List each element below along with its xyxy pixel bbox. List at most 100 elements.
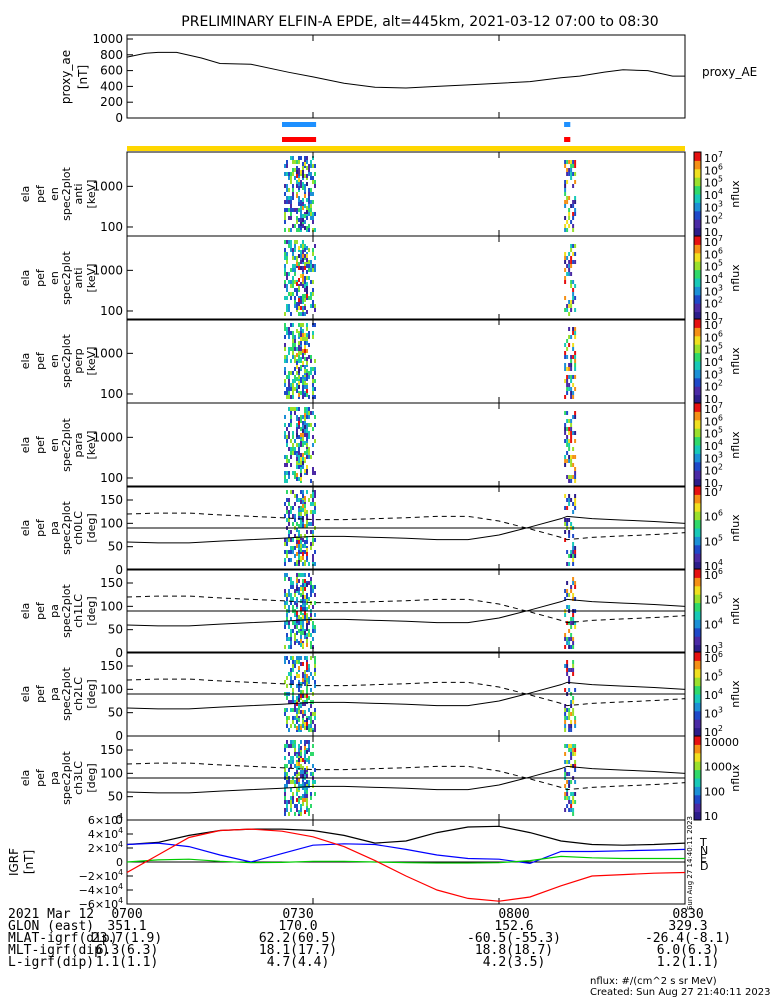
anti-loss-cone-line (126, 762, 686, 791)
spec-pixel (284, 383, 286, 387)
spec-pixel (314, 184, 316, 188)
spec-pixel (570, 804, 573, 808)
spec-pixel (570, 387, 573, 391)
spec-pixel (296, 353, 298, 357)
orbit-row-value: -26.4(-8.1) (644, 931, 732, 946)
spec-pixel (570, 792, 573, 796)
spec-pixel (574, 363, 577, 367)
spec-pixel (284, 605, 286, 609)
colorbar-label: nflux (729, 764, 742, 792)
spec-pixel (290, 645, 292, 649)
spec-pixel (284, 768, 286, 772)
spec-pixel (286, 184, 288, 188)
spec-pixel (290, 156, 292, 160)
spec-pixel (300, 625, 302, 629)
spec-pixel (568, 744, 571, 748)
spec-pixel (312, 712, 314, 716)
spec-pixel (566, 347, 569, 351)
units-note: nflux: #/(cm^2 s sr MeV) (590, 976, 717, 987)
spec-pixel (288, 347, 290, 351)
spec-pixel (286, 676, 288, 680)
spec-pixel (296, 407, 298, 411)
colorbar-tick-label: 107 (704, 150, 723, 165)
spec-pixel (314, 625, 316, 629)
spec-pixel (284, 248, 286, 252)
spec-pixel (314, 308, 316, 312)
spec-pixel (566, 760, 569, 764)
spec-pixel (564, 296, 567, 300)
spec-pixel (286, 716, 288, 720)
spec-pixel (298, 298, 300, 302)
spec-pixel (314, 668, 316, 672)
spec-pixel (294, 534, 296, 538)
spec-pixel (574, 502, 577, 506)
spec-pixel (306, 373, 308, 377)
spec-pixel (568, 363, 571, 367)
spec-pixel (302, 490, 304, 494)
colorbar-label: nflux (729, 264, 742, 292)
ae-ytick-label: 0 (115, 111, 123, 125)
spec-pixel (298, 752, 300, 756)
spec-pixel (306, 469, 308, 473)
spec-pixel (314, 439, 316, 443)
spec-pixel (572, 164, 575, 168)
spec-pixel (306, 425, 308, 429)
spec-pixel (298, 786, 300, 790)
spec-pixel (566, 716, 569, 720)
spec-pixel (286, 613, 288, 617)
spec-pixel (298, 516, 300, 520)
spec-pixel (306, 786, 308, 790)
spec-pixel (300, 764, 302, 768)
spec-yunit: [deg] (85, 513, 98, 542)
igrf-ylabel: IGRF (7, 848, 21, 876)
spec-pixel (568, 264, 571, 268)
spec-pixel (284, 431, 286, 435)
colorbar-tick-label: 104 (704, 558, 723, 573)
spec-pixel (304, 306, 306, 310)
colorbar-swatch (694, 261, 701, 271)
spec-pixel (564, 688, 567, 692)
spec-pixel (296, 720, 298, 724)
spec-pixel (572, 748, 575, 752)
spec-pixel (284, 184, 286, 188)
spec-pixel (308, 415, 310, 419)
spec-pixel (572, 510, 575, 514)
spec-pixel (296, 726, 298, 730)
spec-ytick-label: 150 (100, 659, 123, 673)
spec-pixel (302, 710, 304, 714)
orbit-row-value: 62.2(60.5) (258, 931, 338, 946)
spec-pixel (284, 264, 286, 268)
spec-pixel (294, 613, 296, 617)
orbit-row-value: 6.0(6.3) (656, 943, 720, 958)
spec-pixel (314, 613, 316, 617)
spec-pixel (290, 760, 292, 764)
spec-pixel (308, 200, 310, 204)
spec-yunit: [deg] (85, 679, 98, 708)
colorbar-tick-label: 106 (704, 413, 723, 428)
spec-pixel (298, 178, 300, 182)
spec-ytick-label: 1000 (92, 430, 123, 444)
spec-pixel (298, 744, 300, 748)
spec-pixel (300, 341, 302, 345)
spec-pixel (292, 720, 294, 724)
spec-pixel (306, 766, 308, 770)
spec-pixel (286, 455, 288, 459)
spec-pixel (290, 684, 292, 688)
igrf-ytick-label: 6×104 (88, 812, 123, 827)
spec-pixel (290, 764, 292, 768)
colorbar-swatch (694, 352, 701, 362)
spec-pixel (300, 453, 302, 457)
spec-pixel (292, 160, 294, 164)
spec-pixel (284, 272, 286, 276)
colorbar-swatch (694, 585, 701, 595)
spec-pixel (570, 455, 573, 459)
spec-pixel (302, 254, 304, 258)
spec-pixel (290, 676, 292, 680)
spec-pixel (312, 629, 314, 633)
spec-pixel (304, 512, 306, 516)
colorbar-tick-label: 106 (704, 650, 723, 665)
spec-ylabel-line: anti (72, 183, 85, 204)
spec-pixel (300, 206, 302, 210)
spec-pixel (572, 660, 575, 664)
spec-pixel (302, 421, 304, 425)
